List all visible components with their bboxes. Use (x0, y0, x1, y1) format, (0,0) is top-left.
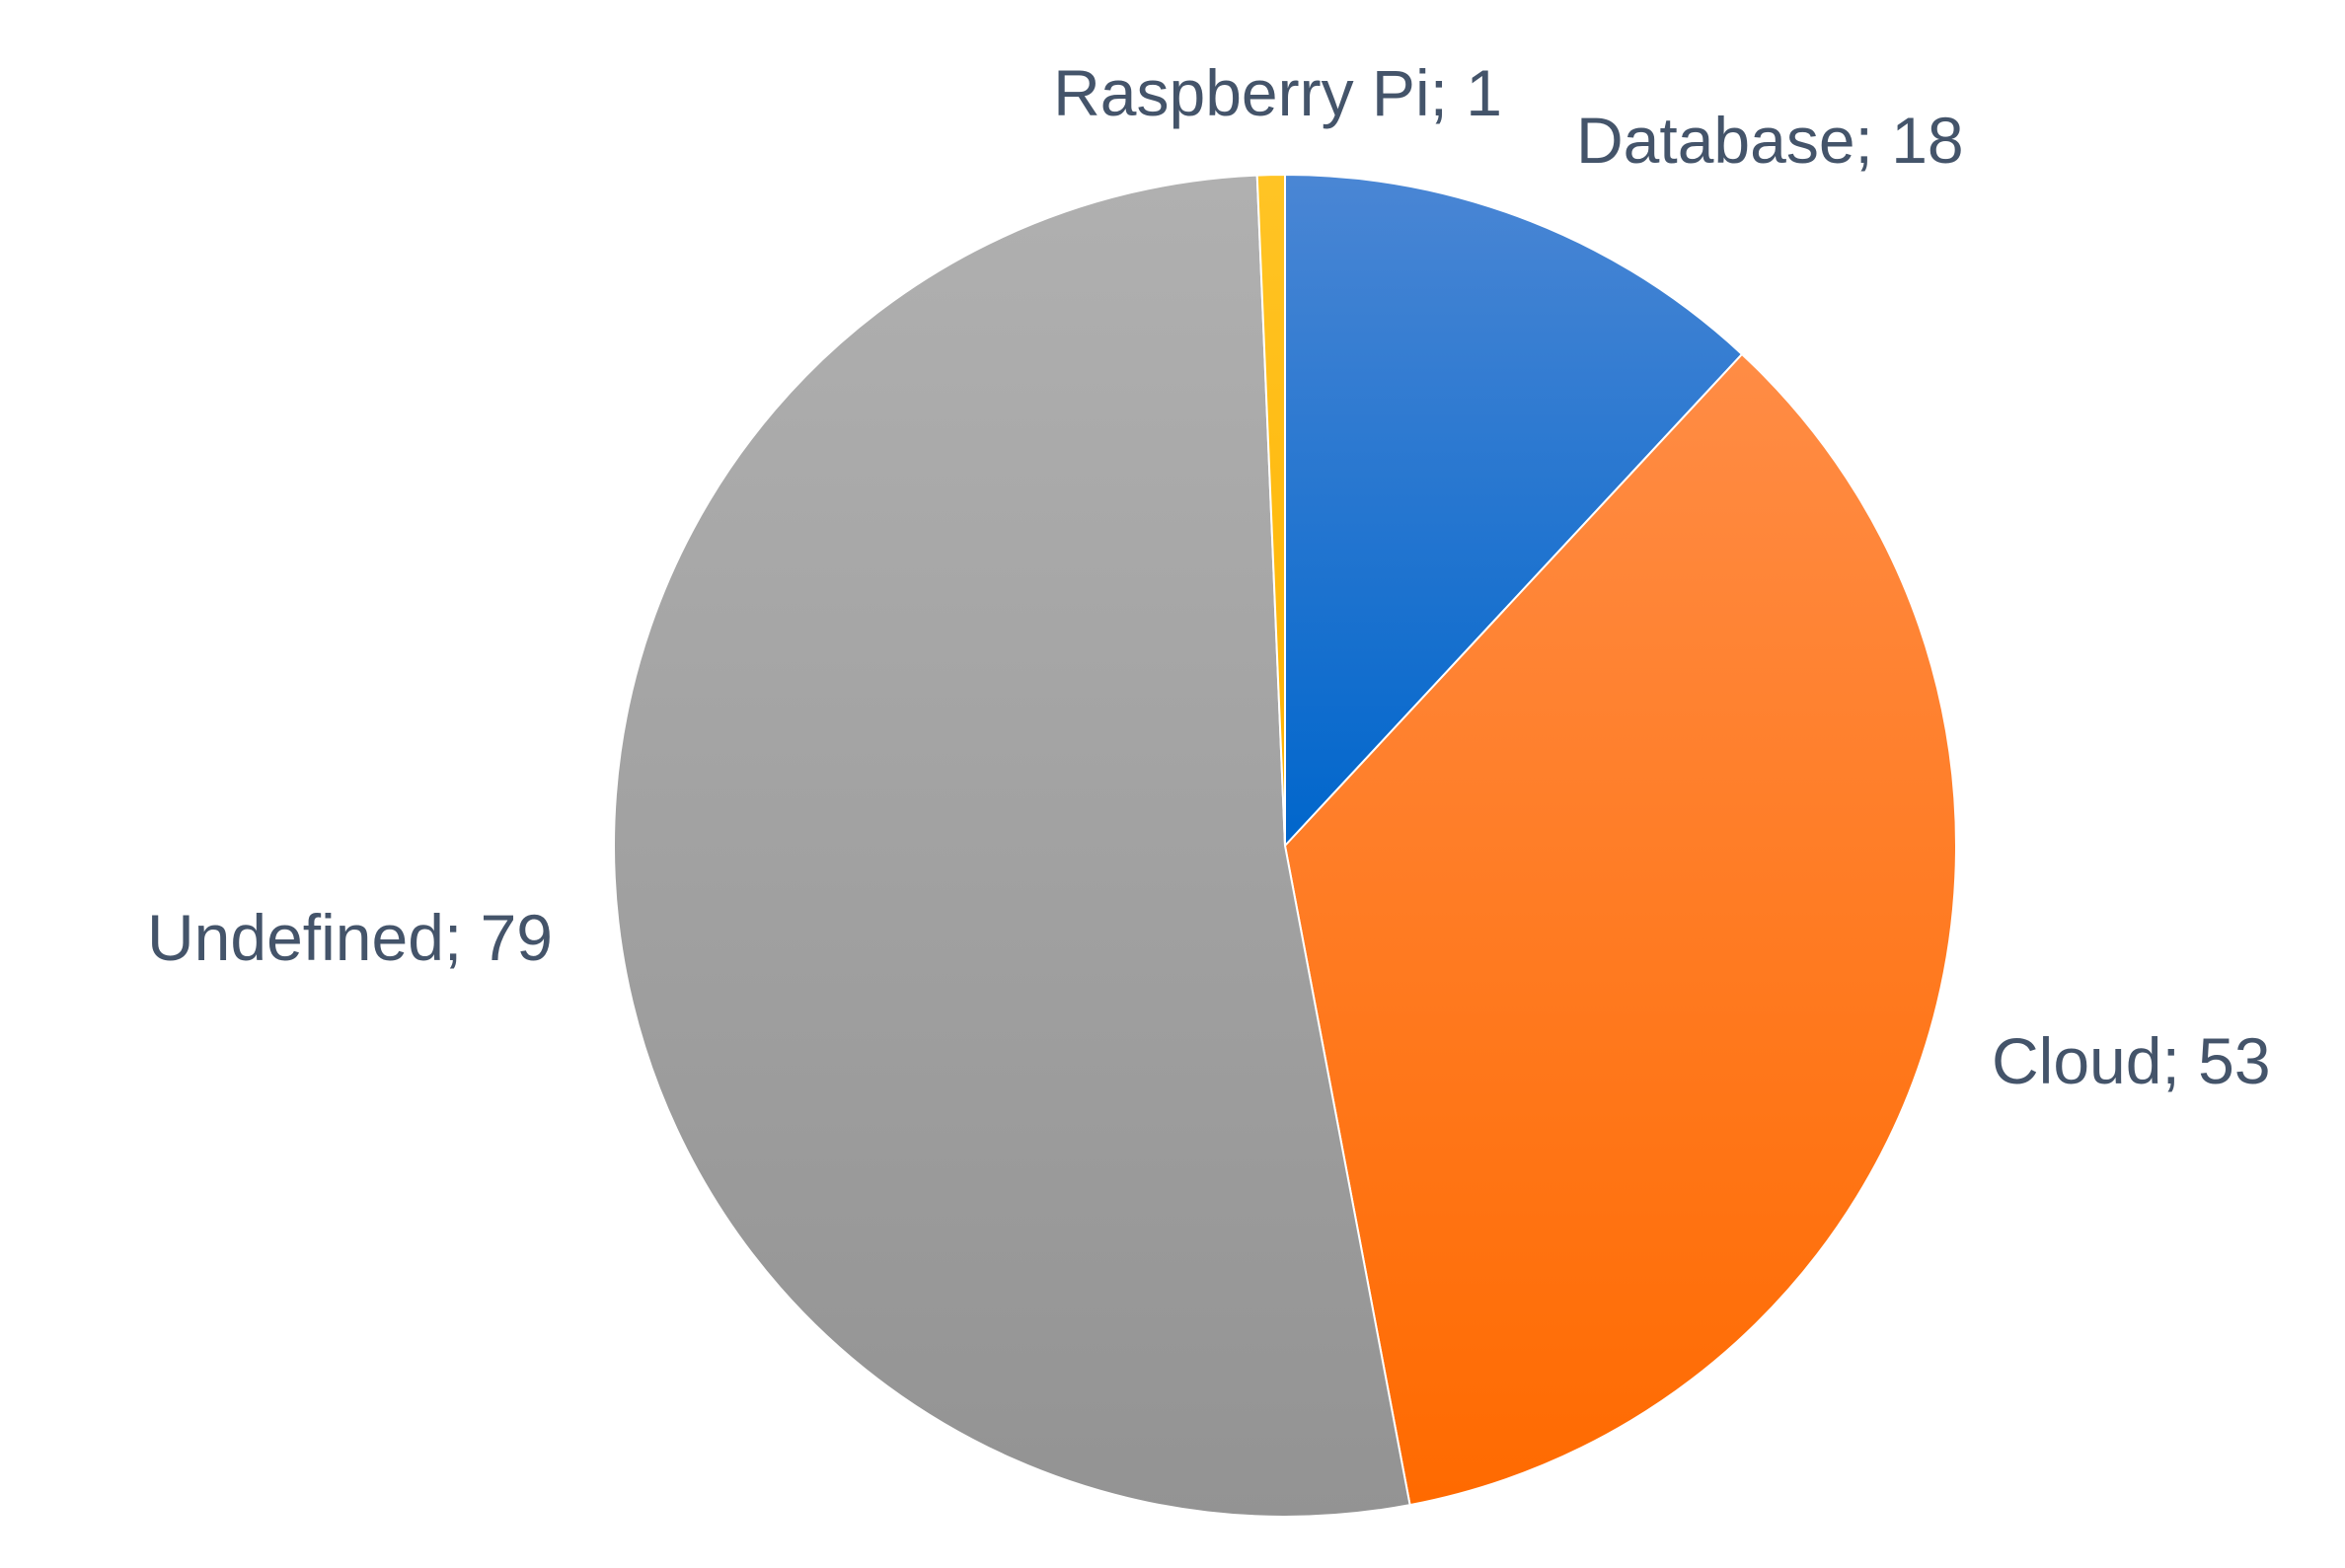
data-label-raspberry-pi: Raspberry Pi; 1 (1053, 56, 1502, 129)
data-label-database: Database; 18 (1576, 104, 1964, 177)
data-label-cloud: Cloud; 53 (1992, 1024, 2271, 1097)
pie-slice-cloud (1283, 352, 1957, 1507)
data-label-undefined: Undefined; 79 (147, 901, 553, 974)
pie-data-labels: Database; 18 Cloud; 53 Undefined; 79 Raspbe… (147, 56, 2271, 1097)
pie-slices (612, 173, 1957, 1518)
pie-slice-undefined (612, 174, 1411, 1518)
pie-slice-raspberry-pi (1255, 173, 1286, 847)
pie-slice-database (1284, 173, 1744, 849)
